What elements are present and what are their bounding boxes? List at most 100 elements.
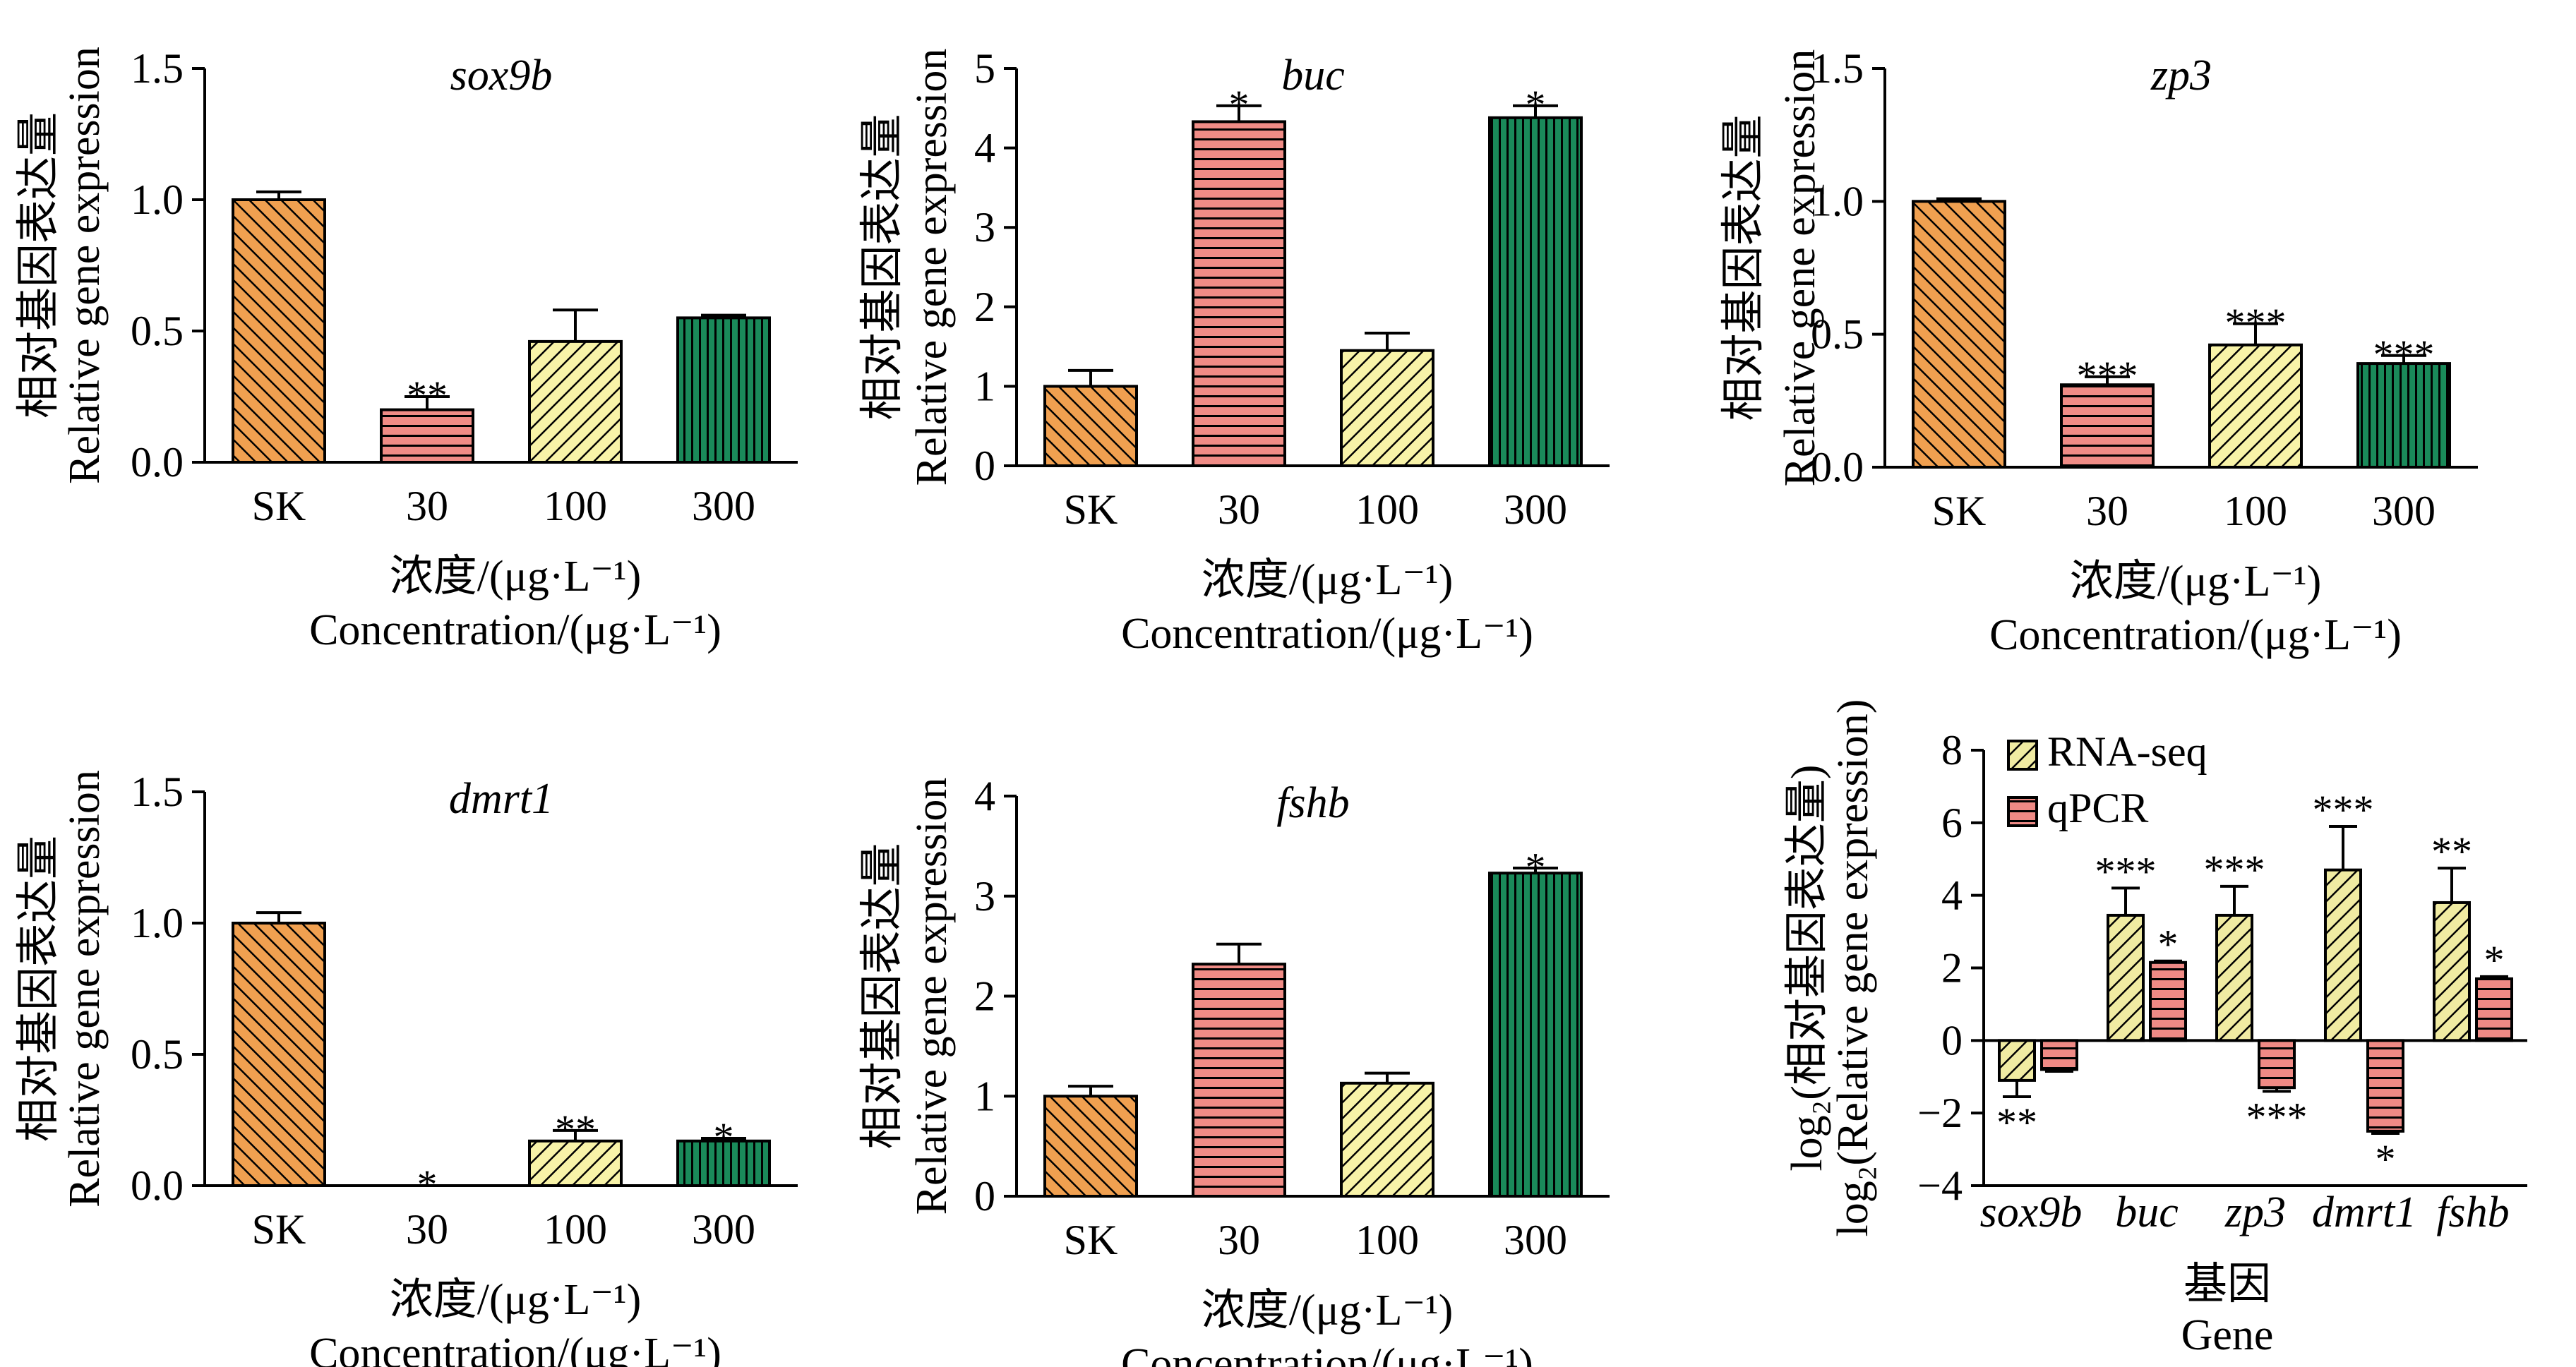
legend-swatch bbox=[2008, 741, 2037, 769]
significance-mark: ** bbox=[2431, 829, 2472, 874]
significance-mark: * bbox=[1526, 82, 1546, 128]
significance-mark: * bbox=[2484, 937, 2505, 983]
panel-title: dmrt1 bbox=[449, 775, 553, 823]
y-axis-label-en: Relative gene expression bbox=[1776, 49, 1824, 487]
bar-qpcr-zp3 bbox=[2259, 1040, 2294, 1088]
y-tick-label: 1 bbox=[974, 1073, 995, 1119]
significance-mark: ** bbox=[555, 1107, 596, 1152]
significance-mark: *** bbox=[2095, 848, 2157, 894]
bar-qpcr-fshb bbox=[2476, 979, 2512, 1040]
y-tick-label: 2 bbox=[974, 973, 995, 1020]
x-tick-label: buc bbox=[2115, 1188, 2179, 1236]
y-tick-label: 1 bbox=[974, 363, 995, 409]
bar-rnaseq-zp3 bbox=[2217, 915, 2252, 1040]
y-tick-label: 3 bbox=[974, 873, 995, 920]
panel-title: sox9b bbox=[450, 52, 553, 100]
bar-SK bbox=[233, 923, 325, 1186]
y-tick-label: 8 bbox=[1941, 727, 1963, 773]
x-tick-label: 300 bbox=[692, 483, 755, 529]
bar-100 bbox=[529, 342, 621, 462]
y-tick-label: −4 bbox=[1917, 1162, 1963, 1209]
significance-mark: *** bbox=[2246, 1094, 2308, 1140]
significance-mark: *** bbox=[2313, 787, 2374, 833]
x-tick-label: 300 bbox=[692, 1206, 755, 1253]
x-tick-label: 300 bbox=[1504, 1217, 1567, 1263]
y-tick-label: 4 bbox=[974, 125, 995, 171]
y-axis-label-line1: log₂(相对基因表达量) bbox=[1783, 764, 1831, 1171]
panel-fshb: 0 1 2 3 4 fshb SK 30 100 * 300 相对基因表达量 Relative gene… bbox=[858, 773, 1610, 1367]
x-axis-label-cn: 基因 bbox=[2183, 1260, 2271, 1308]
y-tick-label: 0.5 bbox=[131, 1031, 184, 1078]
x-axis-label-en: Concentration/(μg·L⁻¹) bbox=[1121, 1340, 1533, 1367]
y-tick-label: 0 bbox=[974, 1173, 995, 1220]
panel-dmrt1: 0.00.51.01.5 dmrt1SK*30**100*300相对基因表达量Re… bbox=[15, 769, 798, 1367]
bar-30 bbox=[1193, 964, 1285, 1196]
x-tick-label: 30 bbox=[1218, 486, 1260, 533]
legend-swatch bbox=[2008, 797, 2037, 826]
panel-title: fshb bbox=[1276, 779, 1349, 827]
y-axis-label-cn: 相对基因表达量 bbox=[15, 836, 63, 1142]
x-tick-label: 300 bbox=[1504, 486, 1567, 533]
x-axis-label-cn: 浓度/(μg·L⁻¹) bbox=[390, 553, 642, 601]
panel-title: buc bbox=[1281, 52, 1345, 100]
significance-mark: * bbox=[1526, 844, 1546, 890]
y-axis-label-cn: 相对基因表达量 bbox=[15, 112, 63, 418]
bar-qpcr-dmrt1 bbox=[2368, 1040, 2403, 1131]
x-axis-label-en: Concentration/(μg·L⁻¹) bbox=[309, 1330, 721, 1367]
figure: 0.00.51.01.5 sox9bSK**30 100 300相对基因表达量Rela… bbox=[0, 0, 2576, 1367]
legend-label: qPCR bbox=[2047, 785, 2148, 831]
panel-zp3: 0.0 0.5 1.0 1.5 zp3 SK *** 30 *** 100 *** 300 相对基因表达… bbox=[1720, 45, 2478, 659]
significance-mark: * bbox=[2376, 1136, 2396, 1182]
y-axis-label-cn: 相对基因表达量 bbox=[858, 114, 906, 420]
y-tick-label: 1.5 bbox=[131, 769, 184, 815]
bar-100 bbox=[2210, 345, 2301, 467]
panel-summary-log2: −4−202468**sox9b****buc******zp3****dmrt… bbox=[1783, 699, 2527, 1359]
x-tick-label: 100 bbox=[544, 483, 607, 529]
y-tick-label: 0 bbox=[1941, 1017, 1963, 1064]
x-axis-label-cn: 浓度/(μg·L⁻¹) bbox=[1202, 556, 1454, 604]
bar-rnaseq-buc bbox=[2108, 915, 2143, 1040]
x-tick-label: SK bbox=[1932, 488, 1987, 534]
bar-SK bbox=[1045, 1096, 1137, 1196]
panel-buc: 0 1 2 3 4 5 buc SK * 30 100 * 300 相对基因表达量 Relative gen… bbox=[858, 45, 1610, 658]
bar-30 bbox=[1193, 121, 1285, 466]
y-tick-label: 0.5 bbox=[131, 308, 184, 354]
significance-mark: * bbox=[714, 1114, 734, 1160]
y-tick-label: 0.0 bbox=[131, 439, 184, 486]
significance-mark: ** bbox=[407, 373, 448, 418]
bar-300 bbox=[678, 318, 769, 462]
y-axis-label-en: Relative gene expression bbox=[908, 49, 956, 486]
y-tick-label: 0 bbox=[974, 442, 995, 489]
bar-qpcr-buc bbox=[2150, 963, 2186, 1041]
bar-qpcr-sox9b bbox=[2042, 1040, 2077, 1069]
x-tick-label: 100 bbox=[544, 1206, 607, 1253]
y-tick-label: 4 bbox=[974, 773, 995, 819]
x-tick-label: 30 bbox=[406, 483, 448, 529]
y-tick-label: 1.0 bbox=[131, 900, 184, 946]
y-tick-label: 5 bbox=[974, 45, 995, 92]
x-axis-label-en: Concentration/(μg·L⁻¹) bbox=[1989, 611, 2402, 659]
significance-mark: * bbox=[2158, 922, 2179, 968]
y-tick-label: 2 bbox=[1941, 945, 1963, 992]
panel-title: zp3 bbox=[2150, 52, 2212, 100]
bar-SK bbox=[233, 200, 325, 462]
bar-SK bbox=[1913, 201, 2005, 467]
significance-mark: * bbox=[417, 1162, 438, 1208]
y-tick-label: −2 bbox=[1917, 1090, 1963, 1136]
x-tick-label: sox9b bbox=[1980, 1188, 2083, 1236]
x-tick-label: SK bbox=[1064, 1217, 1118, 1263]
significance-mark: *** bbox=[2204, 847, 2265, 893]
x-tick-label: 30 bbox=[406, 1206, 448, 1253]
bar-rnaseq-sox9b bbox=[1999, 1040, 2035, 1080]
y-axis-label-line2: log₂(Relative gene expression) bbox=[1829, 699, 1877, 1237]
significance-mark: ** bbox=[1996, 1100, 2037, 1145]
y-tick-label: 1.5 bbox=[131, 45, 184, 92]
bar-SK bbox=[1045, 386, 1137, 466]
significance-mark: * bbox=[1229, 82, 1250, 128]
x-tick-label: 30 bbox=[1218, 1217, 1260, 1263]
x-axis-label-en: Concentration/(μg·L⁻¹) bbox=[1121, 610, 1533, 658]
x-axis-label-en: Concentration/(μg·L⁻¹) bbox=[309, 606, 721, 654]
y-axis-label-en: Relative gene expression bbox=[61, 47, 109, 484]
bar-300 bbox=[1490, 873, 1581, 1196]
y-axis-label-cn: 相对基因表达量 bbox=[1720, 114, 1768, 421]
